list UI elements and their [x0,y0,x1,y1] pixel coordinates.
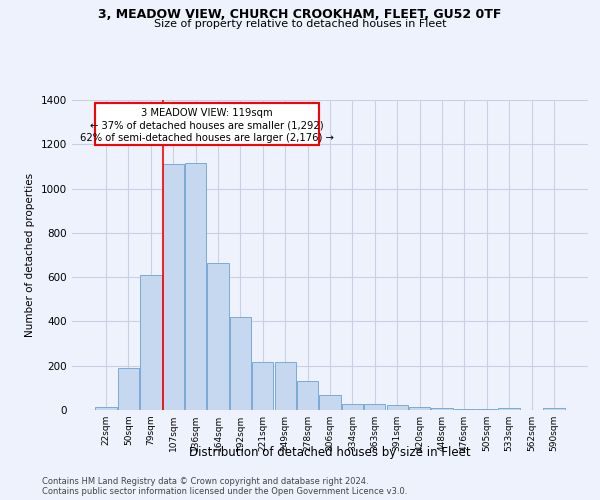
Bar [252,362,274,410]
Text: Size of property relative to detached houses in Fleet: Size of property relative to detached ho… [154,19,446,29]
Bar [543,408,565,410]
Bar [118,368,139,410]
Bar [409,408,430,410]
Text: Contains public sector information licensed under the Open Government Licence v3: Contains public sector information licen… [42,486,407,496]
Text: Contains HM Land Registry data © Crown copyright and database right 2024.: Contains HM Land Registry data © Crown c… [42,476,368,486]
Text: Distribution of detached houses by size in Fleet: Distribution of detached houses by size … [189,446,471,459]
Bar [297,381,318,410]
Bar [499,408,520,410]
Bar [476,409,497,410]
Bar [342,404,363,410]
Bar [230,317,251,410]
Bar [386,405,408,410]
Bar [431,408,452,410]
Text: 3, MEADOW VIEW, CHURCH CROOKHAM, FLEET, GU52 0TF: 3, MEADOW VIEW, CHURCH CROOKHAM, FLEET, … [98,8,502,20]
Text: 62% of semi-detached houses are larger (2,176) →: 62% of semi-detached houses are larger (… [80,133,334,143]
Bar [185,163,206,410]
Bar [95,104,319,146]
Bar [454,409,475,410]
Bar [275,362,296,410]
Bar [319,394,341,410]
Text: ← 37% of detached houses are smaller (1,292): ← 37% of detached houses are smaller (1,… [90,120,324,130]
Bar [95,406,117,410]
Bar [208,263,229,410]
Bar [163,164,184,410]
Text: 3 MEADOW VIEW: 119sqm: 3 MEADOW VIEW: 119sqm [141,108,273,118]
Y-axis label: Number of detached properties: Number of detached properties [25,173,35,337]
Bar [364,404,385,410]
Bar [140,275,161,410]
